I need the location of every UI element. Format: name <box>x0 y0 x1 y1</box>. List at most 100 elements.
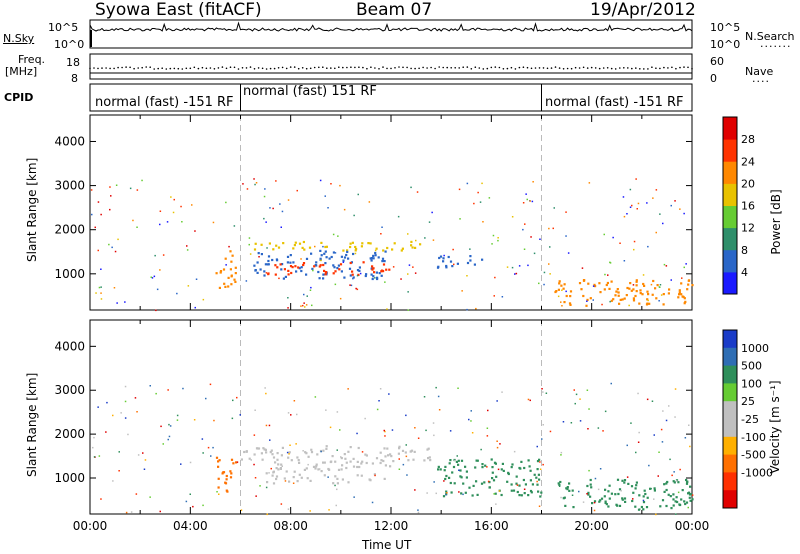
velocity-scatter-cell <box>650 487 652 490</box>
power-echo-cell <box>227 276 230 279</box>
power-scatter-cell <box>647 299 649 302</box>
velocity-echo-cell <box>665 482 668 485</box>
velocity-echo-cell <box>589 483 592 486</box>
freq-point <box>330 67 332 69</box>
velocity-scatter-cell <box>280 503 283 505</box>
power-ytick-label: 3000 <box>54 179 85 193</box>
velocity-echo-cell <box>491 471 494 474</box>
power-scatter-cell <box>287 307 289 309</box>
freq-point <box>426 67 428 69</box>
velocity-scatter-cell <box>560 496 562 499</box>
velocity-echo-cell <box>304 451 307 454</box>
freq-point <box>454 67 457 69</box>
nsearch-tick-bottom: 10^0 <box>710 38 741 51</box>
power-echo-cell <box>587 282 590 285</box>
power-echo-cell <box>442 257 445 260</box>
power-scatter-cell <box>155 309 157 312</box>
velocity-scatter-cell <box>193 419 196 421</box>
power-echo-cell <box>358 266 361 269</box>
power-scatter-cell <box>113 287 116 289</box>
freq-point <box>494 66 497 68</box>
power-echo-cell <box>438 256 441 260</box>
power-echo-cell <box>647 293 650 296</box>
velocity-echo-cell <box>645 506 649 509</box>
velocity-scatter-cell <box>93 456 96 458</box>
power-echo-cell <box>264 263 267 266</box>
velocity-xtick-label: 08:00 <box>273 519 308 533</box>
freq-point <box>518 66 521 69</box>
velocity-echo-cell <box>225 474 228 478</box>
power-scatter-cell <box>322 245 324 248</box>
power-echo-cell <box>589 297 592 300</box>
velocity-echo-cell <box>675 496 678 499</box>
velocity-echo-cell <box>681 489 684 492</box>
power-scatter-cell <box>408 264 411 266</box>
velocity-echo-cell <box>325 445 328 448</box>
power-scatter-cell <box>253 178 255 180</box>
velocity-echo-cell <box>616 478 620 481</box>
velocity-scatter-cell <box>677 491 680 494</box>
power-echo-cell <box>374 254 377 257</box>
power-echo-cell <box>687 283 690 286</box>
power-echo-cell <box>632 297 635 300</box>
power-echo-cell <box>254 242 257 245</box>
power-scatter-cell <box>466 182 469 185</box>
velocity-scatter-cell <box>210 455 212 457</box>
power-echo-cell <box>286 261 289 264</box>
power-colorbar-tick-label: 16 <box>741 200 755 213</box>
velocity-scatter-cell <box>688 424 690 426</box>
power-echo-cell <box>683 302 686 305</box>
power-echo-cell <box>231 254 234 257</box>
nsearch-tick-top: 10^5 <box>710 21 741 34</box>
velocity-echo-cell <box>515 482 518 485</box>
velocity-scatter-cell <box>168 435 171 438</box>
velocity-echo-cell <box>510 489 513 492</box>
power-echo-cell <box>223 282 226 285</box>
velocity-echo-cell <box>610 492 613 495</box>
power-colorbar-tick-label: 8 <box>741 244 748 257</box>
velocity-scatter-cell <box>458 491 460 493</box>
power-scatter-cell <box>459 218 461 220</box>
velocity-echo-cell <box>309 479 312 482</box>
freq-point <box>149 66 151 68</box>
freq-point <box>683 66 685 68</box>
velocity-scatter-cell <box>189 461 192 464</box>
velocity-echo-cell <box>283 477 286 480</box>
velocity-scatter-cell <box>287 412 290 414</box>
velocity-echo-cell <box>320 470 323 473</box>
velocity-echo-cell <box>389 465 392 468</box>
power-echo-cell <box>333 266 336 269</box>
velocity-echo-cell <box>306 477 309 480</box>
velocity-echo-cell <box>685 501 689 504</box>
power-echo-cell <box>608 287 611 290</box>
power-echo-cell <box>578 282 582 285</box>
power-echo-cell <box>340 270 343 273</box>
power-echo-cell <box>320 254 323 257</box>
velocity-echo-cell <box>445 474 448 478</box>
power-echo-cell <box>275 244 278 247</box>
freq-point <box>667 67 669 69</box>
power-scatter-cell <box>515 272 518 275</box>
power-scatter-cell <box>539 238 541 240</box>
velocity-echo-cell <box>439 468 442 471</box>
velocity-colorbar-tick-label: -25 <box>741 413 759 426</box>
velocity-echo-cell <box>510 483 513 486</box>
velocity-echo-cell <box>538 478 541 481</box>
velocity-scatter-cell <box>159 510 161 513</box>
power-echo-cell <box>621 298 624 301</box>
freq-point <box>558 67 561 69</box>
velocity-echo-cell <box>653 487 656 490</box>
power-echo-cell <box>381 257 385 260</box>
power-scatter-cell <box>186 249 189 251</box>
nsky-label: N.Sky <box>3 32 35 45</box>
velocity-echo-cell <box>262 447 265 450</box>
velocity-scatter-cell <box>124 417 127 419</box>
power-colorbar: 4 8 12 16 20 24 28 <box>722 116 755 295</box>
power-scatter-cell <box>166 221 169 223</box>
power-echo-cell <box>351 273 354 276</box>
power-echo-cell <box>375 271 378 274</box>
power-scatter-cell <box>494 276 496 279</box>
freq-point <box>542 67 545 69</box>
power-echo-cell <box>638 302 641 305</box>
power-echo-cell <box>292 261 295 264</box>
